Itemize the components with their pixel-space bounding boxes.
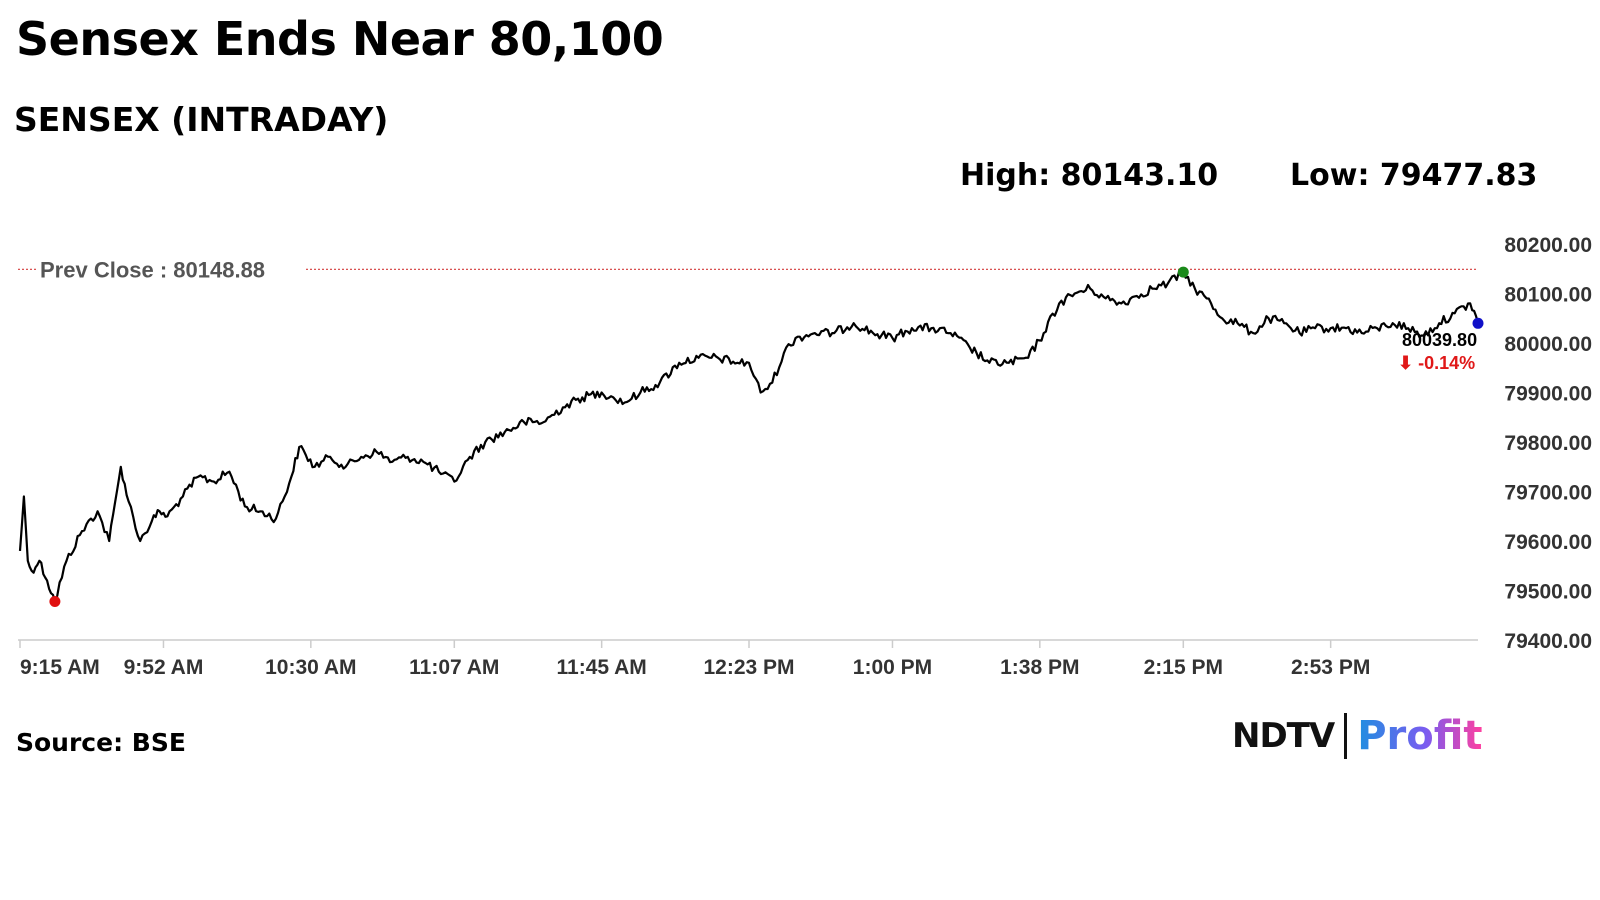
low-stat: Low: 79477.83: [1290, 158, 1538, 193]
prev-close-label: Prev Close : 80148.88: [40, 257, 265, 282]
x-tick-label: 1:00 PM: [853, 656, 932, 679]
y-tick-label: 79800.00: [1504, 432, 1592, 455]
ndtv-profit-logo: NDTV Profit: [1232, 710, 1482, 762]
logo-separator: [1344, 713, 1348, 759]
y-tick-label: 80200.00: [1504, 234, 1592, 257]
x-tick-label: 9:52 AM: [124, 656, 204, 679]
x-tick-label: 11:45 AM: [557, 656, 647, 679]
high-stat: High: 80143.10: [960, 158, 1219, 193]
y-tick-label: 79900.00: [1504, 383, 1592, 406]
prev-close-label-bg: [36, 254, 306, 285]
marker-low: [49, 595, 61, 607]
x-tick-label: 10:30 AM: [265, 656, 356, 679]
series-line-sensex: [18, 268, 1480, 603]
y-tick-label: 80100.00: [1504, 284, 1592, 307]
markers: [49, 266, 1484, 607]
logo-ndtv-text: NDTV: [1232, 716, 1335, 756]
x-tick-label: 11:07 AM: [409, 656, 499, 679]
y-axis: 80200.00 80100.00 80000.00 79900.00 79800.00…: [1504, 234, 1592, 653]
x-tick-label: 9:15 AM: [20, 656, 100, 679]
x-tick-label: 2:15 PM: [1144, 656, 1223, 679]
change-label: ⬇ -0.14%: [1398, 353, 1475, 373]
last-value-label: 80039.80: [1402, 330, 1477, 350]
x-axis: 9:15 AM 9:52 AM 10:30 AM 11:07 AM 11:45 AM 12…: [19, 640, 1370, 679]
x-tick-label: 2:53 PM: [1291, 656, 1370, 679]
marker-last: [1472, 317, 1484, 329]
y-tick-label: 79600.00: [1504, 531, 1592, 554]
marker-high: [1177, 266, 1189, 278]
y-tick-label: 79500.00: [1504, 581, 1592, 604]
x-tick-label: 1:38 PM: [1000, 656, 1079, 679]
y-tick-label: 79400.00: [1504, 630, 1592, 653]
source-note: Source: BSE: [16, 728, 186, 757]
headline: Sensex Ends Near 80,100: [16, 12, 664, 66]
x-tick-label: 12:23 PM: [703, 656, 794, 679]
logo-profit-text: Profit: [1357, 713, 1483, 759]
y-tick-label: 80000.00: [1504, 333, 1592, 356]
y-tick-label: 79700.00: [1504, 482, 1592, 505]
chart-title: SENSEX (INTRADAY): [14, 100, 389, 139]
